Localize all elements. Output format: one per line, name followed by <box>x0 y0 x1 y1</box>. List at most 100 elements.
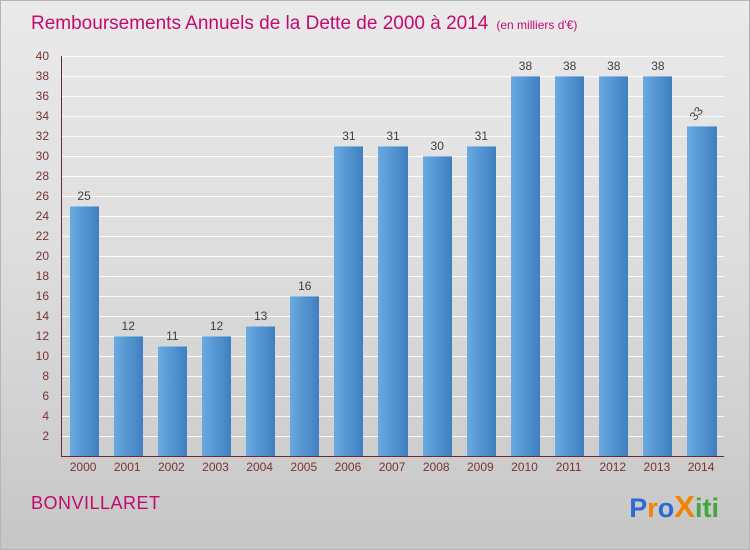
x-tick-label: 2000 <box>69 460 97 474</box>
bar <box>334 146 364 456</box>
bar <box>290 296 320 456</box>
chart-footer: BONVILLARET ProXiti <box>31 489 719 524</box>
logo-letter: X <box>674 489 695 524</box>
bar-cell: 38 <box>636 56 680 456</box>
y-tick-label: 4 <box>42 409 49 423</box>
bar-value-label: 13 <box>253 309 268 323</box>
bar-cell: 31 <box>327 56 371 456</box>
x-tick-label: 2003 <box>202 460 229 474</box>
proxiti-logo: ProXiti <box>629 489 719 524</box>
x-tick-label: 2014 <box>687 460 715 474</box>
bar <box>113 336 143 456</box>
y-tick-label: 30 <box>35 149 49 163</box>
bar-cell: 16 <box>283 56 327 456</box>
bar <box>157 346 187 456</box>
x-tick-label: 2010 <box>511 460 538 474</box>
y-tick-label: 40 <box>35 49 49 63</box>
y-tick-label: 26 <box>35 189 49 203</box>
bar-value-label: 12 <box>121 319 135 333</box>
y-tick-label: 12 <box>35 329 49 343</box>
bar-cell: 13 <box>239 56 283 456</box>
bar <box>599 76 629 456</box>
y-tick-label: 6 <box>42 389 49 403</box>
y-tick-label: 2 <box>42 429 49 443</box>
bar <box>246 326 276 456</box>
x-tick-label: 2011 <box>555 460 582 474</box>
y-tick-label: 8 <box>42 369 49 383</box>
bar <box>422 156 452 456</box>
bar <box>687 126 717 456</box>
bar-value-label: 11 <box>166 329 179 343</box>
x-tick-label: 2006 <box>334 460 362 474</box>
x-axis-labels: 2000 2001 2002 2003 2004 2005 2006 2007 2008 2009… <box>61 460 723 474</box>
bar <box>466 146 496 456</box>
y-tick-label: 38 <box>35 69 49 83</box>
y-tick-label: 36 <box>35 89 49 103</box>
bar-value-label: 31 <box>342 129 356 143</box>
bar <box>201 336 232 456</box>
bar <box>378 146 408 456</box>
bar-cell: 33 <box>680 56 724 456</box>
y-tick-label: 20 <box>35 249 49 263</box>
bar <box>643 76 673 456</box>
x-tick-label: 2007 <box>378 460 406 474</box>
x-tick-label: 2001 <box>113 460 141 474</box>
y-tick-label: 18 <box>35 269 49 283</box>
bar-value-label: 16 <box>298 279 312 293</box>
bar-cell: 12 <box>106 56 150 456</box>
bar-cell: 11 <box>150 56 194 456</box>
y-tick-label: 24 <box>35 209 49 223</box>
chart-subtitle: (en milliers d'€) <box>496 18 578 32</box>
bar-cell: 38 <box>548 56 592 456</box>
y-tick-label: 10 <box>35 349 49 363</box>
y-tick-label: 34 <box>35 109 49 123</box>
logo-letter: i <box>711 493 719 523</box>
bar-value-label: 38 <box>518 59 533 73</box>
logo-letter: o <box>657 493 675 523</box>
x-tick-label: 2005 <box>290 460 318 474</box>
commune-name: BONVILLARET <box>31 493 161 513</box>
bar-value-label: 33 <box>687 103 707 124</box>
y-tick-label: 28 <box>35 169 49 183</box>
bar-cell: 31 <box>371 56 415 456</box>
y-axis-labels: 2 4 6 8 10 12 14 16 18 20 22 24 26 28 30 32 34 36 38 40 <box>1 49 57 456</box>
y-tick-label: 22 <box>35 229 49 243</box>
plot-area: 25 12 11 12 13 16 31 31 30 31 38 38 38 38 33 <box>61 56 724 457</box>
bar-cell: 38 <box>592 56 636 456</box>
x-tick-label: 2008 <box>422 460 450 474</box>
bar-cell: 31 <box>459 56 503 456</box>
bar-cell: 25 <box>62 56 106 456</box>
gridline <box>62 76 724 77</box>
bar <box>69 206 99 456</box>
bar-value-label: 38 <box>607 59 621 73</box>
logo-letter: t <box>702 493 712 523</box>
bar-cell: 12 <box>194 56 238 456</box>
bar-value-label: 38 <box>562 59 577 73</box>
y-tick-label: 32 <box>35 129 49 143</box>
gridline <box>62 96 724 97</box>
bar-value-label: 25 <box>77 189 91 203</box>
x-tick-label: 2002 <box>158 460 185 474</box>
x-tick-label: 2004 <box>246 460 273 474</box>
logo-letter: i <box>694 493 703 523</box>
y-tick-label: 14 <box>35 309 49 323</box>
bars: 25 12 11 12 13 16 31 31 30 31 38 38 38 38 33 <box>62 56 724 456</box>
bar-value-label: 38 <box>651 59 665 73</box>
bar <box>555 76 585 456</box>
chart-header: Remboursements Annuels de la Dette de 20… <box>31 13 729 35</box>
gridline <box>62 136 724 137</box>
x-tick-label: 2009 <box>466 460 494 474</box>
bar-value-label: 12 <box>209 319 224 333</box>
bar-value-label: 30 <box>430 139 444 153</box>
bar-cell: 38 <box>503 56 547 456</box>
bar <box>510 76 541 456</box>
chart-title: Remboursements Annuels de la Dette de 20… <box>31 13 489 34</box>
bar-value-label: 31 <box>474 129 489 143</box>
bar-value-label: 31 <box>386 129 400 143</box>
y-tick-label: 16 <box>35 289 49 303</box>
x-tick-label: 2013 <box>643 460 671 474</box>
bar-cell: 30 <box>415 56 459 456</box>
gridline <box>62 116 724 117</box>
logo-letter: r <box>647 493 658 523</box>
